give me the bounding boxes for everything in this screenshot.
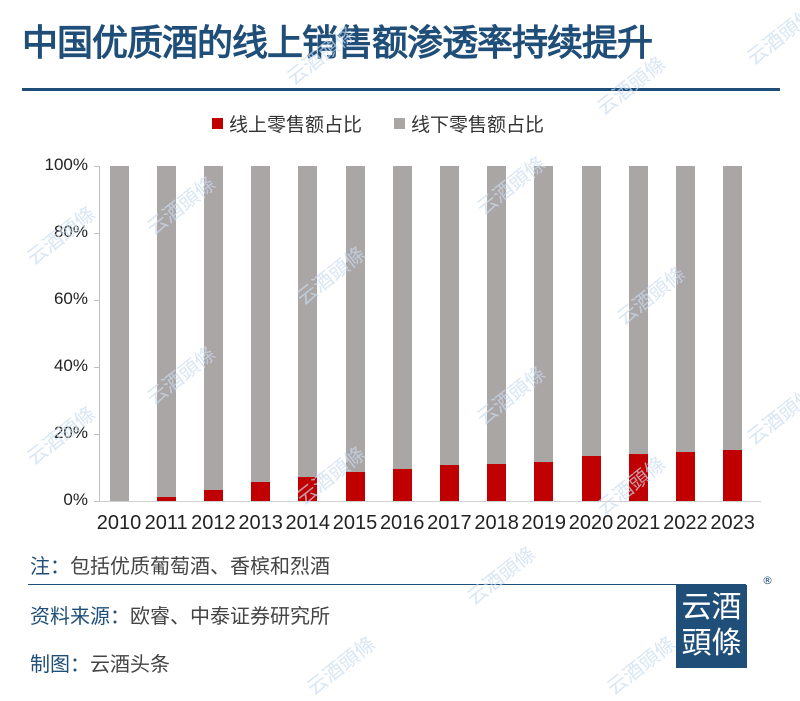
x-tick-label: 2013 (238, 512, 283, 534)
watermark-text: 云酒頭條 (302, 631, 380, 700)
legend-swatch-online-icon (212, 118, 223, 129)
legend-item-offline: 线下零售额占比 (394, 110, 544, 137)
watermark-text: 云酒頭條 (602, 631, 680, 700)
bar-segment-online (581, 456, 601, 501)
maker-line: 制图：云酒头条 (30, 648, 170, 677)
bar-segment-online (203, 489, 223, 501)
y-tick (94, 434, 100, 435)
y-tick (94, 166, 100, 167)
y-tick-label: 20% (53, 423, 88, 442)
legend-label-online: 线上零售额占比 (229, 114, 363, 136)
note-text: 包括优质葡萄酒、香槟和烈酒 (70, 554, 330, 578)
bar-2010 (109, 166, 129, 501)
bar-2020 (581, 166, 601, 501)
x-tick-label: 2016 (379, 512, 425, 534)
y-tick-label: 100% (44, 155, 88, 174)
x-tick-label: 2021 (615, 512, 661, 534)
x-tick-label: 2011 (144, 512, 188, 534)
legend: 线上零售额占比 线下零售额占比 (212, 110, 576, 137)
bar-segment-online (345, 471, 365, 501)
chart-title: 中国优质酒的线上销售额渗透率持续提升 (22, 23, 653, 64)
bar-2022 (675, 166, 695, 501)
maker-key: 制图： (30, 652, 90, 676)
x-tick-label: 2015 (332, 512, 378, 534)
registered-mark-icon: ® (762, 574, 773, 587)
watermark-text: 云酒頭條 (742, 1, 800, 70)
x-tick-label: 2020 (568, 512, 614, 534)
bar-segment-online (156, 496, 176, 501)
y-tick (94, 367, 100, 368)
brand-logo: 云酒 頭條 (676, 585, 747, 668)
x-tick-label: 2019 (521, 512, 567, 534)
bar-2014 (298, 166, 318, 501)
note-line: 注：包括优质葡萄酒、香槟和烈酒 (30, 550, 330, 579)
plot-area (100, 166, 760, 501)
bar-2023 (723, 166, 743, 501)
note-key: 注： (30, 554, 70, 578)
title-divider (22, 88, 780, 91)
y-tick-label: 40% (53, 356, 88, 375)
bar-segment-online (534, 462, 554, 501)
source-key: 资料来源： (30, 604, 130, 628)
y-axis-line (99, 166, 100, 502)
x-tick-label: 2018 (474, 512, 519, 534)
bar-segment-online (628, 454, 648, 501)
y-tick-label: 60% (53, 289, 88, 308)
y-tick-label: 0% (63, 490, 88, 509)
x-tick-label: 2022 (663, 512, 708, 534)
watermark-text: 云酒頭條 (462, 541, 540, 610)
bar-segment-online (675, 452, 695, 501)
bar-2015 (345, 166, 365, 501)
y-tick (94, 233, 100, 234)
bar-segment-online (723, 450, 743, 501)
legend-label-offline: 线下零售额占比 (411, 114, 545, 136)
bar-2017 (439, 166, 459, 501)
y-tick (94, 300, 100, 301)
legend-swatch-offline-icon (394, 118, 406, 129)
bar-2016 (392, 166, 412, 501)
y-tick-label: 80% (53, 222, 88, 241)
note-divider (28, 584, 746, 585)
bar-segment-online (298, 476, 318, 501)
x-tick-label: 2023 (710, 512, 755, 534)
bar-segment-online (251, 482, 271, 501)
source-line: 资料来源：欧睿、中泰证券研究所 (30, 600, 330, 629)
bar-2021 (628, 166, 648, 501)
bar-2018 (487, 166, 507, 501)
bar-segment-online (392, 469, 412, 501)
x-tick-label: 2014 (285, 512, 331, 534)
x-tick-label: 2012 (191, 512, 236, 534)
maker-text: 云酒头条 (90, 652, 170, 676)
bar-segment-online (439, 465, 459, 501)
bar-2012 (203, 166, 223, 501)
x-tick-label: 2017 (427, 512, 472, 534)
x-tick-label: 2010 (96, 512, 142, 534)
legend-item-online: 线上零售额占比 (212, 110, 362, 137)
bar-2013 (251, 166, 271, 501)
bar-2011 (156, 166, 176, 501)
bar-2019 (534, 166, 554, 501)
y-tick (94, 501, 100, 502)
logo-line-2: 頭條 (681, 626, 742, 661)
source-text: 欧睿、中泰证券研究所 (130, 604, 330, 628)
logo-line-1: 云酒 (681, 590, 742, 625)
x-axis-line (99, 501, 761, 502)
bar-segment-online (487, 464, 507, 501)
